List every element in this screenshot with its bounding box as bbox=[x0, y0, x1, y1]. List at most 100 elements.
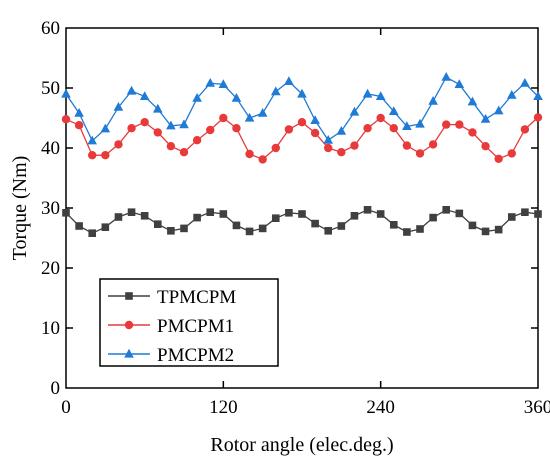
data-point-pmcpm1 bbox=[219, 113, 228, 123]
data-point-pmcpm1 bbox=[428, 140, 438, 149]
data-point-tpmcpm bbox=[350, 212, 359, 220]
data-point-pmcpm1 bbox=[350, 141, 359, 150]
data-point-pmcpm2 bbox=[257, 108, 268, 117]
data-point-tpmcpm bbox=[180, 224, 188, 233]
data-point-tpmcpm bbox=[232, 221, 241, 230]
data-point-pmcpm2 bbox=[100, 123, 111, 133]
data-point-tpmcpm bbox=[114, 213, 123, 221]
series-layer bbox=[61, 72, 543, 237]
data-point-pmcpm2 bbox=[480, 114, 491, 123]
data-point-tpmcpm bbox=[416, 225, 424, 233]
data-point-pmcpm1 bbox=[481, 142, 490, 151]
data-point-tpmcpm bbox=[534, 210, 542, 218]
data-point-pmcpm2 bbox=[166, 120, 176, 130]
data-point-pmcpm1 bbox=[376, 113, 385, 123]
data-point-tpmcpm bbox=[311, 219, 319, 228]
data-point-pmcpm2 bbox=[139, 91, 150, 100]
data-point-pmcpm2 bbox=[362, 88, 373, 98]
x-tick-label: 240 bbox=[366, 397, 395, 418]
y-tick-label: 40 bbox=[41, 138, 60, 159]
data-point-pmcpm2 bbox=[415, 118, 425, 128]
data-point-pmcpm1 bbox=[533, 113, 543, 122]
legend-swatch-marker bbox=[124, 348, 134, 358]
x-axis: 0 120 240 360 bbox=[61, 28, 550, 418]
data-point-pmcpm2 bbox=[87, 135, 98, 145]
data-point-pmcpm1 bbox=[127, 124, 136, 133]
data-point-pmcpm2 bbox=[218, 79, 229, 88]
legend-item-tpmcpm: TPMCPM bbox=[108, 287, 236, 308]
data-point-tpmcpm bbox=[258, 224, 267, 233]
data-point-tpmcpm bbox=[271, 214, 280, 222]
data-point-pmcpm1 bbox=[297, 118, 307, 127]
data-point-pmcpm1 bbox=[337, 148, 346, 157]
data-point-tpmcpm bbox=[193, 213, 201, 222]
data-point-tpmcpm bbox=[245, 227, 254, 236]
data-point-tpmcpm bbox=[101, 223, 110, 231]
data-point-pmcpm2 bbox=[113, 102, 124, 111]
data-point-pmcpm2 bbox=[428, 96, 438, 105]
data-point-tpmcpm bbox=[324, 227, 333, 235]
y-axis-title: Torque (Nm) bbox=[9, 156, 31, 261]
data-point-tpmcpm bbox=[167, 227, 175, 235]
data-point-pmcpm1 bbox=[402, 141, 412, 150]
y-tick-label: 30 bbox=[41, 198, 60, 219]
data-point-pmcpm2 bbox=[126, 85, 137, 95]
data-point-pmcpm2 bbox=[375, 91, 386, 100]
legend: TPMCPM PMCPM1 PMCPM2 bbox=[99, 278, 279, 367]
data-point-pmcpm2 bbox=[284, 76, 294, 85]
data-point-pmcpm1 bbox=[271, 143, 280, 153]
data-point-pmcpm1 bbox=[310, 128, 320, 138]
data-point-pmcpm2 bbox=[520, 78, 530, 87]
legend-swatch-marker bbox=[125, 292, 133, 300]
data-point-pmcpm1 bbox=[88, 151, 97, 160]
y-tick-label: 10 bbox=[41, 318, 60, 339]
data-point-tpmcpm bbox=[521, 208, 529, 216]
data-point-pmcpm2 bbox=[349, 106, 360, 116]
data-point-pmcpm2 bbox=[467, 96, 478, 106]
data-point-pmcpm1 bbox=[455, 120, 464, 129]
x-tick-label: 0 bbox=[61, 397, 71, 418]
data-point-pmcpm2 bbox=[152, 103, 163, 113]
data-point-pmcpm2 bbox=[402, 121, 412, 130]
data-point-tpmcpm bbox=[507, 213, 516, 221]
data-point-pmcpm2 bbox=[192, 93, 202, 102]
data-point-pmcpm2 bbox=[454, 79, 465, 88]
legend-label: TPMCPM bbox=[157, 287, 236, 308]
data-point-pmcpm2 bbox=[270, 86, 281, 96]
data-point-pmcpm1 bbox=[206, 125, 215, 135]
data-point-pmcpm1 bbox=[232, 124, 241, 133]
data-point-tpmcpm bbox=[219, 210, 228, 218]
data-point-pmcpm1 bbox=[179, 148, 189, 157]
data-point-pmcpm2 bbox=[336, 126, 347, 135]
data-point-pmcpm1 bbox=[245, 149, 254, 159]
y-tick-label: 0 bbox=[51, 378, 61, 399]
data-point-pmcpm1 bbox=[284, 125, 294, 134]
data-point-pmcpm2 bbox=[74, 108, 84, 117]
y-tick-label: 60 bbox=[41, 18, 60, 39]
y-tick-label: 20 bbox=[41, 258, 60, 279]
data-point-tpmcpm bbox=[494, 225, 503, 234]
x-axis-title: Rotor angle (elec.deg.) bbox=[210, 434, 393, 456]
data-point-tpmcpm bbox=[75, 222, 83, 230]
data-point-tpmcpm bbox=[389, 221, 398, 229]
data-point-tpmcpm bbox=[376, 210, 385, 218]
data-point-tpmcpm bbox=[468, 221, 477, 230]
data-point-tpmcpm bbox=[285, 209, 293, 217]
data-point-pmcpm1 bbox=[192, 136, 202, 145]
data-point-pmcpm1 bbox=[101, 151, 110, 160]
data-point-tpmcpm bbox=[127, 208, 136, 216]
y-axis: 0 10 20 30 40 50 60 bbox=[41, 18, 538, 399]
data-point-pmcpm1 bbox=[363, 124, 372, 133]
data-point-pmcpm2 bbox=[323, 135, 334, 144]
data-point-tpmcpm bbox=[455, 209, 464, 218]
data-point-pmcpm1 bbox=[389, 124, 398, 133]
data-point-tpmcpm bbox=[298, 210, 306, 218]
legend-swatch-marker bbox=[124, 320, 134, 330]
legend-label: PMCPM2 bbox=[157, 345, 234, 366]
data-point-pmcpm2 bbox=[244, 112, 255, 122]
data-point-tpmcpm bbox=[140, 212, 149, 220]
data-point-tpmcpm bbox=[403, 228, 411, 236]
series-line-pmcpm2 bbox=[65, 76, 539, 142]
data-point-pmcpm1 bbox=[166, 142, 176, 151]
data-point-pmcpm1 bbox=[74, 121, 84, 130]
